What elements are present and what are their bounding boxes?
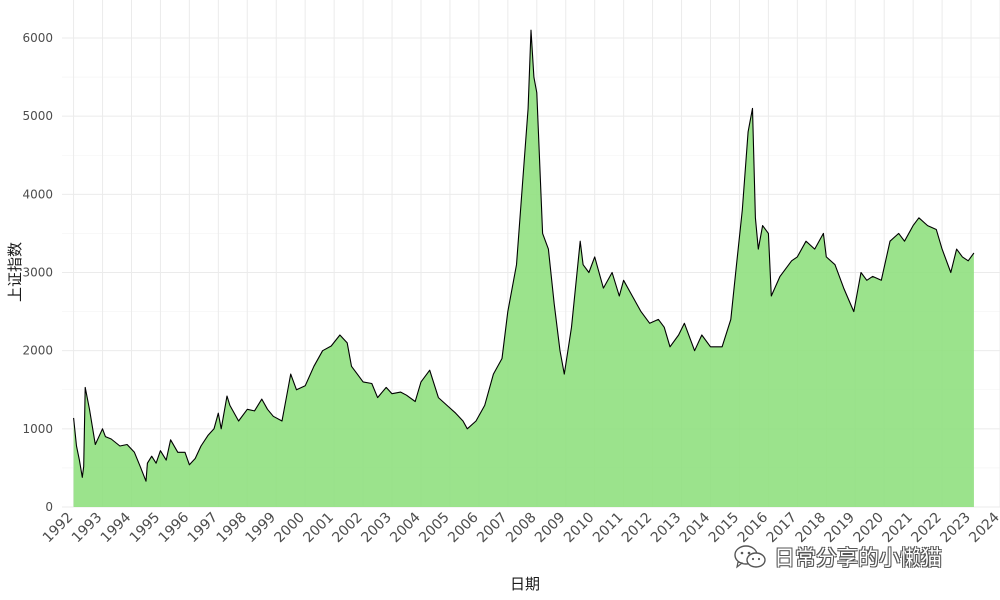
- x-tick-label: 2014: [677, 509, 714, 546]
- x-tick-label: 1995: [127, 510, 164, 547]
- y-tick-label: 1000: [22, 422, 53, 436]
- y-tick-label: 4000: [22, 187, 53, 201]
- y-tick-label: 0: [45, 500, 53, 514]
- x-tick-label: 2009: [532, 510, 569, 547]
- x-tick-label: 1992: [40, 510, 77, 547]
- x-tick-label: 2013: [648, 510, 685, 547]
- x-axis-title: 日期: [510, 575, 540, 593]
- y-axis-title: 上证指数: [6, 242, 24, 302]
- x-tick-label: 2011: [590, 510, 627, 547]
- x-tick-label: 1999: [243, 510, 280, 547]
- series-area: [73, 30, 974, 507]
- x-tick-label: 2002: [329, 510, 366, 547]
- x-tick-label: 1996: [156, 509, 193, 546]
- x-tick-label: 1997: [185, 510, 222, 547]
- wechat-icon: [734, 545, 766, 569]
- x-tick-label: 2004: [387, 509, 424, 546]
- series-line: [73, 29, 975, 482]
- x-tick-label: 2012: [619, 510, 656, 547]
- x-tick-label: 2005: [416, 510, 453, 547]
- y-tick-label: 5000: [22, 109, 53, 123]
- x-tick-label: 2000: [271, 510, 308, 547]
- watermark-text: 日常分享的小懒猫: [774, 546, 942, 570]
- x-tick-label: 1993: [69, 510, 106, 547]
- x-tick-label: 2008: [503, 510, 540, 547]
- plot-area: [73, 29, 975, 507]
- x-tick-label: 2010: [561, 510, 598, 547]
- x-tick-label: 2007: [474, 510, 511, 547]
- y-axis: 0 1000 2000 3000 4000 5000 6000: [22, 31, 53, 514]
- x-tick-label: 2006: [445, 509, 482, 546]
- x-tick-label: 1994: [98, 509, 135, 546]
- y-tick-label: 2000: [22, 344, 53, 358]
- y-tick-label: 6000: [22, 31, 53, 45]
- x-tick-label: 1998: [214, 510, 251, 547]
- x-tick-label: 2001: [300, 510, 337, 547]
- watermark: 日常分享的小懒猫: [732, 540, 972, 574]
- y-tick-label: 3000: [22, 266, 53, 280]
- x-tick-label: 2003: [358, 510, 395, 547]
